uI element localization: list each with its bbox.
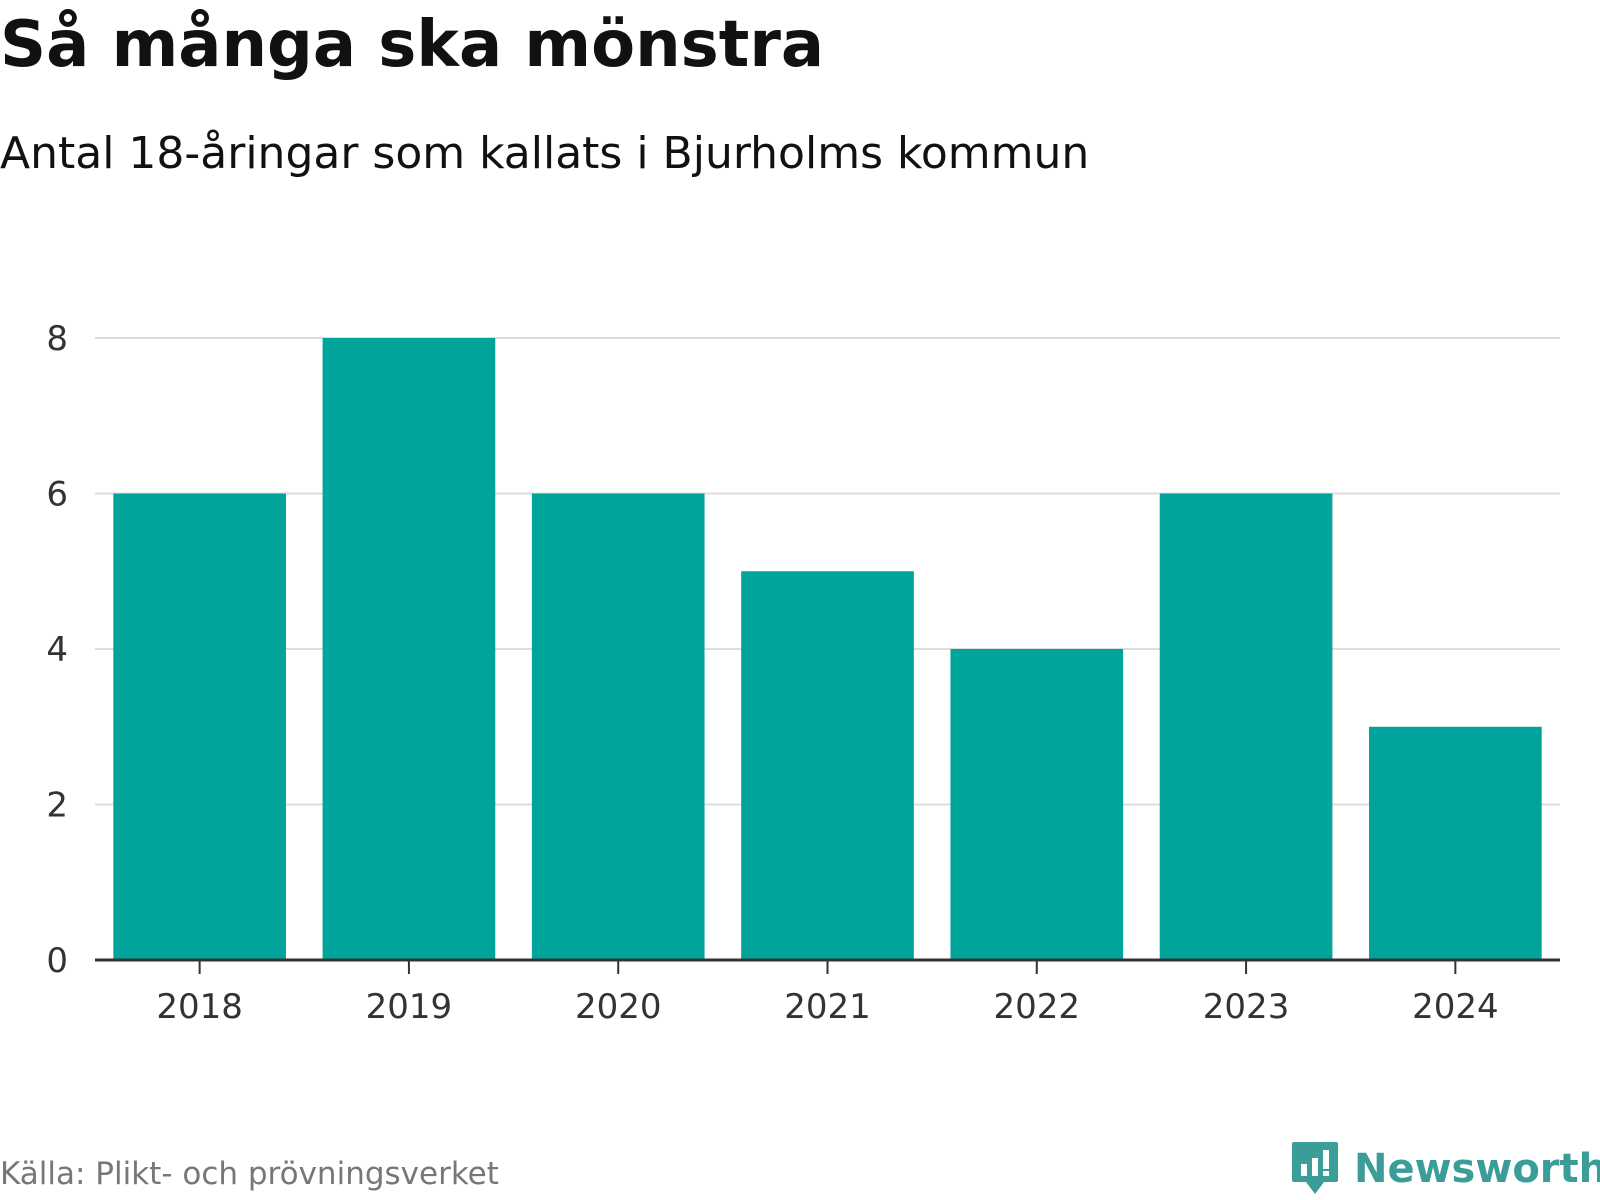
bar-2021 bbox=[741, 571, 914, 960]
y-tick-label: 8 bbox=[46, 319, 68, 359]
y-tick-label: 4 bbox=[46, 630, 68, 670]
bar-2018 bbox=[113, 493, 286, 960]
bar-2020 bbox=[531, 493, 705, 960]
bar-2024 bbox=[1369, 726, 1542, 960]
x-tick-label: 2018 bbox=[156, 987, 243, 1027]
brand-name: Newsworthy bbox=[1354, 1146, 1600, 1192]
x-tick-label: 2020 bbox=[575, 987, 662, 1027]
source-note: Källa: Plikt- och prövningsverket bbox=[0, 1156, 499, 1192]
y-tick-label: 6 bbox=[46, 475, 68, 515]
x-tick-label: 2022 bbox=[994, 987, 1081, 1027]
newsworthy-logo-icon bbox=[1292, 1142, 1338, 1194]
y-tick-label: 0 bbox=[46, 941, 68, 981]
x-tick-label: 2019 bbox=[366, 987, 453, 1027]
bar-2022 bbox=[950, 649, 1124, 960]
x-tick-label: 2021 bbox=[784, 987, 871, 1027]
bar-chart: 0 2 4 6 8 2018 2019 2020 2021 2022 2023 2024 bbox=[46, 319, 1560, 1027]
x-tick-label: 2023 bbox=[1203, 987, 1290, 1027]
x-tick-label: 2024 bbox=[1412, 987, 1499, 1027]
chart-subtitle: Antal 18-åringar som kallats i Bjurholms… bbox=[0, 128, 1090, 179]
y-tick-label: 2 bbox=[46, 786, 68, 826]
bar-2023 bbox=[1159, 493, 1333, 960]
brand-logo: Newsworthy bbox=[1290, 1140, 1600, 1198]
chart-title: Så många ska mönstra bbox=[0, 8, 825, 82]
bar-2019 bbox=[322, 338, 496, 960]
